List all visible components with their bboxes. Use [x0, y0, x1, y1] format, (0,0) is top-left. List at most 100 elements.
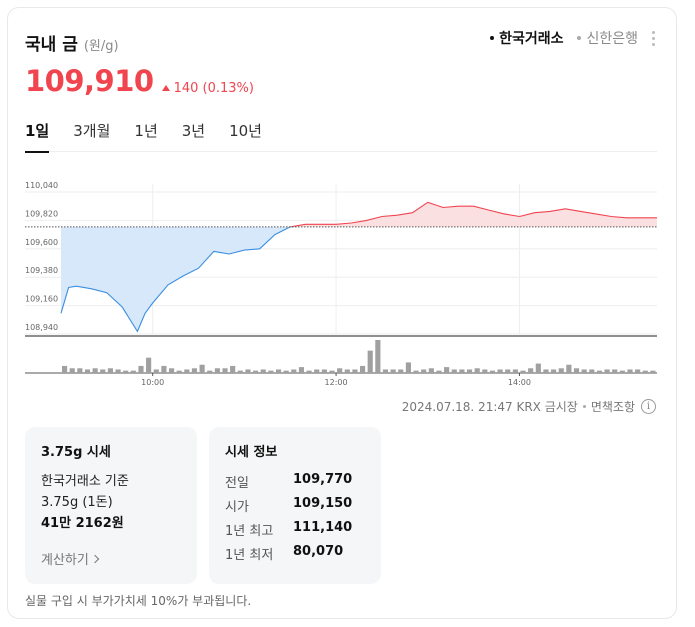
tab-3m[interactable]: 3개월	[73, 122, 111, 140]
volume-bar	[230, 365, 236, 373]
volume-bar	[344, 369, 350, 373]
volume-bar	[298, 367, 305, 373]
info-icon[interactable]: i	[641, 399, 656, 414]
timestamp-row: 2024.07.18. 21:47 KRX 금시장 면책조항 i	[402, 398, 656, 415]
gram-price-title: 3.75g 시세	[41, 445, 111, 460]
volume-bar	[214, 368, 220, 373]
calculate-label: 계산하기	[41, 553, 89, 568]
price-change: 140 (0.13%)	[161, 80, 254, 96]
separator-dot	[582, 405, 586, 408]
y-tick-label: 109,160	[25, 295, 58, 304]
x-tick-label: 10:00	[141, 378, 164, 386]
info-row-year-low: 1년 최저 80,070	[225, 544, 343, 563]
volume-bar	[161, 365, 167, 373]
volume-bar	[69, 368, 75, 373]
info-value: 109,150	[293, 496, 353, 511]
calculate-link[interactable]: 계산하기	[41, 549, 100, 568]
y-tick-label: 109,600	[25, 238, 58, 247]
volume-bar	[596, 370, 603, 373]
gold-price-card: 국내 금 (원/g) 한국거래소 신한은행 109,910 140 (0.13%…	[7, 7, 677, 619]
price-info-box: 시세 정보 전일 109,770 시가 109,150 1년 최고 111,14…	[209, 427, 381, 584]
y-tick-label: 109,380	[25, 266, 58, 275]
gram-basis: 한국거래소 기준	[41, 474, 129, 489]
volume-bar	[650, 370, 656, 373]
disclaimer-link[interactable]: 면책조항	[590, 400, 635, 414]
volume-bar	[512, 369, 518, 373]
up-line	[289, 201, 657, 227]
current-price: 109,910	[25, 64, 154, 98]
vat-footnote: 실물 구입 시 부가가치세 10%가 부과됩니다.	[25, 594, 252, 608]
volume-bar	[275, 369, 282, 373]
source-shinhan[interactable]: 신한은행	[577, 28, 638, 48]
tab-1d[interactable]: 1일	[25, 114, 50, 153]
volume-bar	[360, 365, 366, 373]
info-label: 1년 최고	[225, 524, 274, 539]
volume-bar	[283, 370, 289, 373]
volume-bar	[184, 369, 190, 373]
volume-bar	[77, 368, 83, 373]
tab-1y[interactable]: 1년	[134, 122, 158, 140]
page-title: 국내 금	[25, 35, 78, 55]
volume-bar	[581, 369, 587, 373]
volume-bar	[642, 370, 648, 373]
info-value: 109,770	[293, 472, 353, 487]
volume-bar	[436, 370, 442, 373]
volume-bar	[107, 368, 113, 373]
x-tick-label: 14:00	[508, 378, 531, 386]
price-chart[interactable]: 110,040 109,820 109,600 109,380 109,160 108,9…	[25, 174, 657, 386]
info-value: 80,070	[293, 544, 344, 559]
source-shinhan-label: 신한은행	[586, 31, 638, 47]
volume-bar	[314, 369, 320, 373]
volume-bar	[428, 368, 434, 373]
volume-bar	[451, 369, 457, 373]
tab-3y[interactable]: 3년	[181, 122, 206, 140]
price-info-title: 시세 정보	[225, 445, 278, 460]
up-area	[290, 202, 657, 227]
tab-10y[interactable]: 10년	[229, 122, 262, 140]
volume-bar	[62, 365, 68, 373]
volume-bar	[138, 365, 144, 373]
volume-bar	[635, 369, 641, 373]
source-krx-label: 한국거래소	[499, 31, 564, 47]
volume-bar	[168, 368, 175, 373]
volume-bar	[543, 369, 549, 373]
volume-bar	[558, 368, 564, 373]
volume-bar	[367, 350, 373, 373]
gram-price-box: 3.75g 시세 한국거래소 기준 3.75g (1돈) 41만 2162원 계…	[25, 427, 197, 584]
y-tick-label: 110,040	[25, 181, 58, 190]
volume-bar	[329, 370, 335, 373]
volume-bar	[352, 369, 358, 373]
volume-bar	[253, 370, 259, 373]
info-row-open: 시가 109,150	[225, 496, 352, 515]
source-selector: 한국거래소 신한은행	[476, 28, 656, 48]
down-line	[60, 226, 294, 333]
volume-bar	[612, 369, 618, 373]
kebab-menu-icon[interactable]	[652, 30, 656, 46]
volume-bar	[390, 369, 396, 373]
info-label: 1년 최저	[225, 548, 274, 563]
volume-bar	[306, 370, 312, 373]
volume-bar	[489, 370, 496, 373]
volume-bar	[459, 369, 465, 373]
volume-bar	[153, 369, 159, 373]
volume-bar	[245, 369, 251, 373]
gram-price-value: 41만 2162원	[41, 516, 124, 531]
volume-bar	[627, 369, 633, 373]
info-label: 전일	[225, 476, 249, 491]
volume-bar	[551, 369, 557, 373]
volume-bar	[123, 370, 129, 373]
volume-bar	[92, 368, 98, 373]
volume-bar	[291, 369, 297, 373]
volume-bar	[482, 369, 488, 373]
volume-bar	[337, 368, 343, 373]
volume-bar	[535, 363, 541, 373]
volume-bar	[405, 362, 411, 373]
down-area	[61, 226, 657, 332]
source-krx[interactable]: 한국거래소	[490, 28, 563, 48]
price-change-text: 140 (0.13%)	[173, 80, 254, 96]
y-tick-label: 108,940	[25, 323, 58, 332]
volume-bar	[321, 369, 327, 373]
volume-bar	[474, 368, 480, 373]
inactive-dot-icon	[577, 36, 582, 40]
volume-bar	[268, 370, 274, 373]
